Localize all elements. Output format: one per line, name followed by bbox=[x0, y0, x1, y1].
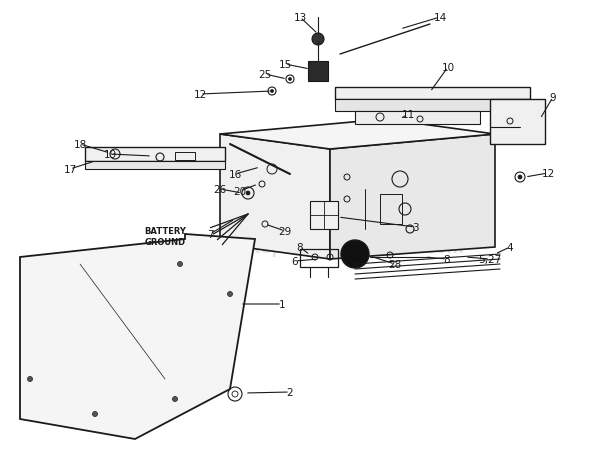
Circle shape bbox=[518, 176, 522, 179]
Circle shape bbox=[28, 377, 32, 382]
Text: 5,27: 5,27 bbox=[478, 254, 501, 264]
Text: 11: 11 bbox=[401, 110, 415, 120]
Polygon shape bbox=[490, 100, 545, 145]
FancyBboxPatch shape bbox=[310, 202, 338, 230]
Circle shape bbox=[341, 241, 369, 269]
Text: 19: 19 bbox=[103, 150, 117, 160]
Text: 29: 29 bbox=[278, 226, 291, 236]
Polygon shape bbox=[20, 235, 255, 439]
Text: 15: 15 bbox=[278, 60, 291, 70]
Text: 12: 12 bbox=[542, 168, 555, 179]
Text: 2: 2 bbox=[287, 387, 293, 397]
Text: 6: 6 bbox=[291, 257, 299, 266]
Text: 18: 18 bbox=[73, 140, 87, 150]
Text: 20: 20 bbox=[234, 187, 247, 196]
Text: 17: 17 bbox=[63, 165, 77, 174]
Text: 3: 3 bbox=[412, 223, 418, 233]
Polygon shape bbox=[355, 112, 480, 125]
Text: 8: 8 bbox=[297, 242, 303, 252]
Circle shape bbox=[178, 262, 182, 267]
Text: 13: 13 bbox=[293, 13, 307, 23]
Text: 26: 26 bbox=[214, 185, 227, 195]
Text: 8: 8 bbox=[444, 254, 450, 264]
Polygon shape bbox=[220, 134, 330, 259]
Polygon shape bbox=[330, 134, 495, 259]
Circle shape bbox=[228, 292, 232, 297]
Text: 28: 28 bbox=[388, 259, 402, 269]
Circle shape bbox=[93, 412, 97, 417]
Circle shape bbox=[172, 397, 178, 402]
Text: 10: 10 bbox=[441, 63, 454, 73]
Text: eReplacementParts.com: eReplacementParts.com bbox=[236, 239, 464, 257]
Polygon shape bbox=[85, 162, 225, 170]
Polygon shape bbox=[335, 88, 530, 100]
Text: 1: 1 bbox=[278, 299, 286, 309]
Text: 4: 4 bbox=[507, 242, 513, 252]
Circle shape bbox=[246, 191, 250, 196]
Text: 9: 9 bbox=[550, 93, 556, 103]
Text: 16: 16 bbox=[228, 170, 242, 179]
Circle shape bbox=[270, 90, 274, 93]
Polygon shape bbox=[220, 120, 495, 150]
Text: 14: 14 bbox=[434, 13, 447, 23]
Circle shape bbox=[289, 78, 291, 81]
Circle shape bbox=[312, 34, 324, 46]
Polygon shape bbox=[85, 148, 225, 162]
Polygon shape bbox=[335, 100, 530, 112]
Text: 25: 25 bbox=[258, 70, 271, 80]
Text: BATTERY
GROUND: BATTERY GROUND bbox=[144, 227, 186, 246]
Text: 12: 12 bbox=[194, 90, 206, 100]
Text: 7: 7 bbox=[206, 230, 214, 240]
FancyBboxPatch shape bbox=[308, 62, 328, 82]
